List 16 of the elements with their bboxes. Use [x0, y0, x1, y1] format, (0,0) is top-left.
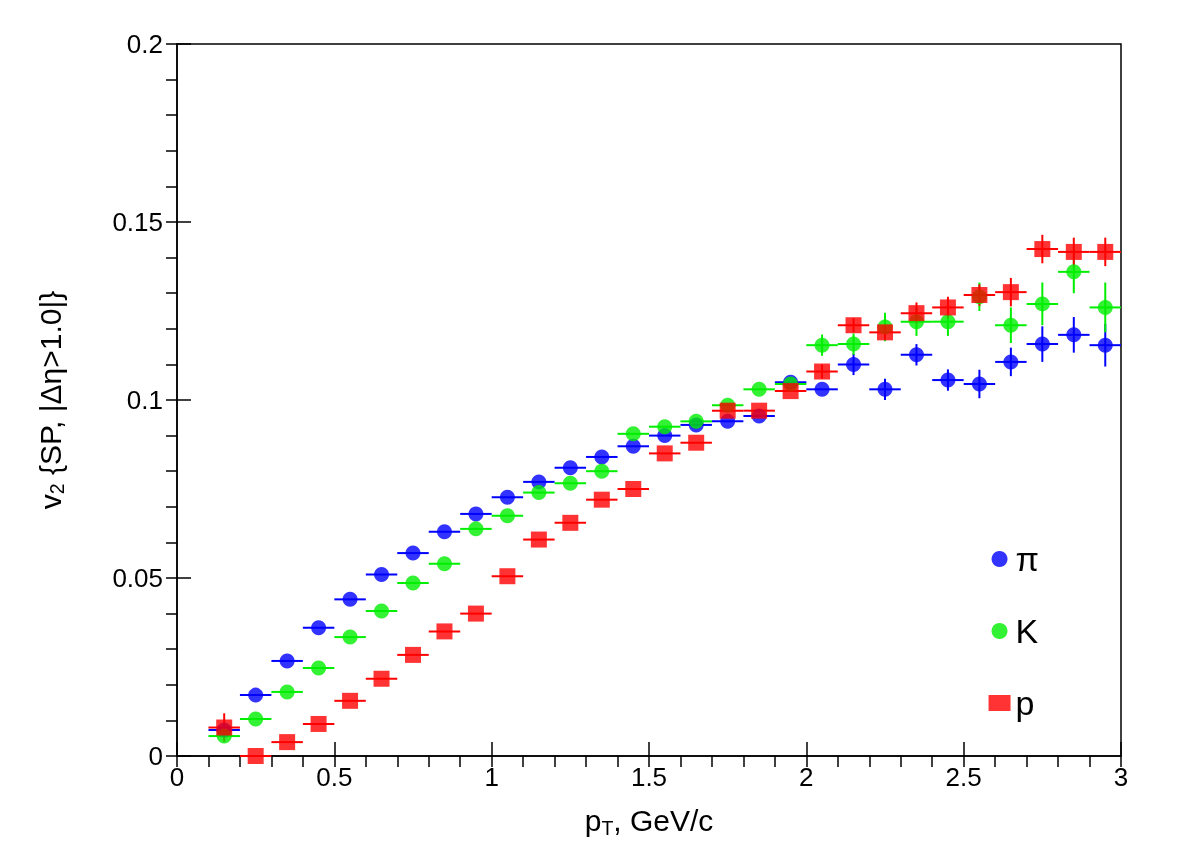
- legend-label: K: [1015, 612, 1039, 650]
- x-tick-label: 2: [799, 762, 814, 792]
- x-tick-label: 3: [1113, 762, 1129, 792]
- y-tick-label: 0.05: [112, 563, 163, 593]
- legend-label: π: [1015, 540, 1040, 578]
- y-tick-label: 0.15: [112, 207, 163, 237]
- x-tick-label: 1.5: [630, 762, 668, 792]
- y-tick-label: 0.1: [126, 385, 163, 415]
- x-tick-label: 1: [484, 762, 499, 792]
- y-axis-title: v2 {SP, |Δη>1.0|}: [33, 290, 68, 510]
- legend-label: p: [1015, 684, 1035, 722]
- x-tick-label: 0.5: [316, 762, 353, 792]
- x-tick-label: 0: [169, 762, 185, 792]
- x-tick-label: 2.5: [945, 762, 982, 792]
- y-tick-label: 0: [148, 741, 163, 771]
- y-tick-label: 0.2: [126, 29, 163, 59]
